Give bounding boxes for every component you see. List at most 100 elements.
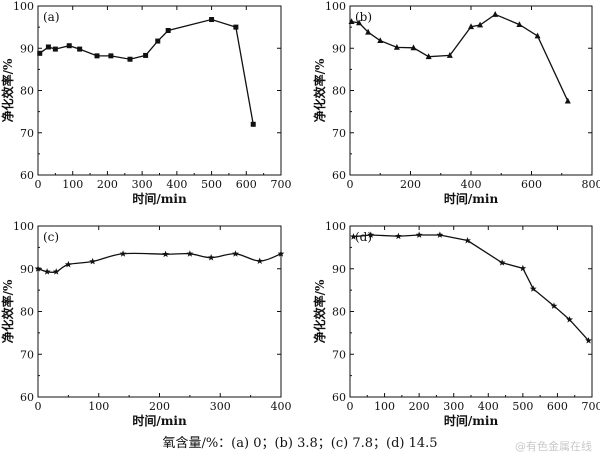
data-point <box>365 28 372 35</box>
x-axis-label: 时间/min <box>444 191 499 206</box>
data-point <box>66 43 72 49</box>
x-tick-label: 200 <box>409 400 430 413</box>
data-point <box>394 232 402 240</box>
data-point <box>209 17 215 23</box>
data-point <box>165 28 171 34</box>
data-point <box>155 38 161 44</box>
caption-item-a: (a) 0； <box>231 436 275 451</box>
data-point <box>477 21 484 28</box>
y-tick-label: 80 <box>20 306 34 319</box>
x-tick-label: 500 <box>201 178 222 191</box>
y-axis-label: 净化效率/% <box>312 279 327 343</box>
y-tick-label: 60 <box>332 169 346 182</box>
x-tick-label: 100 <box>62 178 83 191</box>
series-line <box>37 252 282 274</box>
y-tick-label: 90 <box>20 263 34 276</box>
y-axis-label: 净化效率/% <box>0 279 15 343</box>
data-point <box>277 250 285 257</box>
data-point <box>585 336 592 344</box>
data-point <box>207 254 215 261</box>
panel-label: (a) <box>43 10 60 24</box>
data-point <box>52 46 58 52</box>
x-tick-label: 400 <box>461 178 482 191</box>
data-point <box>564 97 571 104</box>
data-point <box>550 302 558 309</box>
data-point <box>108 53 114 59</box>
y-tick-label: 100 <box>13 220 34 233</box>
data-point <box>232 250 239 257</box>
y-tick-label: 80 <box>332 306 346 319</box>
data-point <box>37 50 43 56</box>
data-point <box>186 250 194 257</box>
y-tick-label: 80 <box>332 85 346 98</box>
plot-frame <box>349 5 593 176</box>
data-point <box>34 265 42 272</box>
data-point <box>566 316 573 323</box>
data-point <box>45 44 51 50</box>
y-tick-label: 100 <box>325 0 346 13</box>
panel-label: (c) <box>43 230 59 244</box>
data-point <box>377 37 384 44</box>
data-point <box>410 44 417 51</box>
data-point <box>162 250 169 258</box>
data-point <box>127 56 133 62</box>
x-tick-label: 400 <box>271 400 292 413</box>
caption-label: 氧含量/%： <box>162 436 232 451</box>
data-point <box>519 264 527 272</box>
data-point <box>436 231 444 238</box>
x-tick-label: 0 <box>347 178 354 191</box>
y-tick-label: 60 <box>332 391 346 404</box>
y-tick-label: 70 <box>20 127 34 140</box>
data-point <box>52 268 60 275</box>
chart-panel-d: 0 100 200 300 400 500 600 700 60 70 80 90 100 时间/min 净… <box>312 220 600 428</box>
plot-frame <box>349 225 593 398</box>
chart-panel-c: 0 100 200 300 400 60 70 80 90 100 时间/min 净化效率/% (c) <box>0 220 292 428</box>
data-point <box>119 250 127 257</box>
x-tick-label: 200 <box>97 178 118 191</box>
plot-frame <box>37 5 282 176</box>
data-point <box>43 268 51 275</box>
y-tick-label: 70 <box>332 127 346 140</box>
data-point <box>250 121 256 127</box>
chart-panel-a: 0 100 200 300 400 500 600 700 60 70 80 90 100 时间/min 净… <box>0 0 292 206</box>
data-point <box>348 18 355 25</box>
series-line <box>39 18 254 125</box>
x-tick-label: 800 <box>582 178 600 191</box>
data-point <box>94 53 100 59</box>
data-point <box>529 285 537 292</box>
x-tick-label: 0 <box>35 178 42 191</box>
x-tick-label: 200 <box>400 178 421 191</box>
x-tick-label: 400 <box>166 178 187 191</box>
panel-label: (d) <box>355 230 372 244</box>
y-tick-label: 60 <box>20 169 34 182</box>
x-tick-label: 300 <box>132 178 153 191</box>
x-axis-label: 时间/min <box>132 191 187 206</box>
y-tick-label: 100 <box>13 0 34 13</box>
data-point <box>446 52 453 58</box>
caption-item-d: (d) 14.5 <box>386 436 438 451</box>
data-point <box>534 32 541 39</box>
data-point <box>64 260 72 268</box>
series-line <box>351 13 569 102</box>
data-point <box>425 53 432 60</box>
x-axis-label: 时间/min <box>132 413 187 428</box>
y-tick-label: 90 <box>332 263 346 276</box>
caption-item-b: (b) 3.8； <box>274 436 331 451</box>
plot-frame <box>37 225 282 398</box>
data-point <box>143 52 149 58</box>
y-tick-label: 90 <box>20 42 34 55</box>
x-tick-label: 300 <box>210 400 231 413</box>
x-tick-label: 100 <box>374 400 395 413</box>
panel-label: (b) <box>355 10 372 24</box>
x-tick-label: 700 <box>271 178 292 191</box>
figure-caption: 氧含量/%：(a) 0；(b) 3.8；(c) 7.8；(d) 14.5 <box>0 432 600 451</box>
data-point <box>492 11 499 17</box>
chart-panel-b: 0 200 400 600 800 60 70 80 90 100 时间/min 净化效率/% (b) <box>312 0 600 206</box>
x-tick-label: 600 <box>236 178 257 191</box>
data-point <box>367 231 375 238</box>
x-tick-label: 300 <box>443 400 464 413</box>
y-tick-label: 90 <box>332 42 346 55</box>
data-point <box>77 46 83 52</box>
data-point <box>516 21 523 27</box>
watermark: @有色金属在线 <box>515 440 592 453</box>
